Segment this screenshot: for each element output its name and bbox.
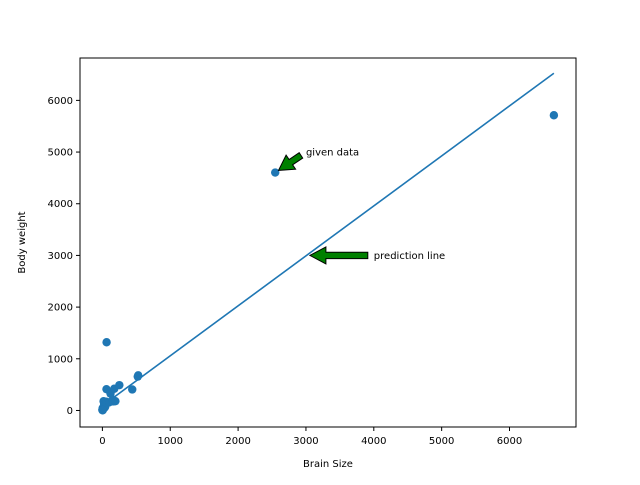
y-tick-label: 3000 <box>48 251 73 262</box>
annotation-label: given data <box>306 148 359 159</box>
plot-layer <box>98 72 559 415</box>
y-tick-label: 6000 <box>48 96 73 107</box>
x-tick-label: 0 <box>99 436 105 447</box>
x-tick-label: 3000 <box>293 436 318 447</box>
data-point <box>111 396 120 406</box>
y-axis-label: Body weight <box>17 211 28 273</box>
prediction-line <box>101 72 555 407</box>
x-tick-label: 2000 <box>225 436 250 447</box>
y-tick-label: 5000 <box>48 148 73 159</box>
annotation-layer: given data prediction line <box>277 148 445 265</box>
axes-frame <box>79 57 577 428</box>
y-tick-label: 1000 <box>48 354 73 365</box>
tick-layer: 0 1000 2000 3000 4000 5000 6000 0 1000 2000 3000 40… <box>48 96 523 447</box>
data-point <box>271 168 280 177</box>
x-tick-label: 4000 <box>361 436 386 447</box>
data-point <box>128 385 137 394</box>
x-axis-label: Brain Size <box>303 459 353 470</box>
annotation-arrow <box>277 152 304 171</box>
x-tick-label: 6000 <box>497 436 522 447</box>
annotation-arrow <box>308 246 369 265</box>
data-point <box>115 380 124 390</box>
data-point <box>134 371 143 380</box>
y-tick-label: 2000 <box>48 303 73 314</box>
x-tick-label: 1000 <box>158 436 183 447</box>
y-tick-label: 0 <box>67 406 73 417</box>
data-point <box>549 111 559 120</box>
data-point <box>102 338 111 347</box>
data-point <box>98 405 107 415</box>
annotation-label: prediction line <box>374 251 445 262</box>
y-tick-label: 4000 <box>48 199 73 210</box>
x-tick-label: 5000 <box>429 436 454 447</box>
